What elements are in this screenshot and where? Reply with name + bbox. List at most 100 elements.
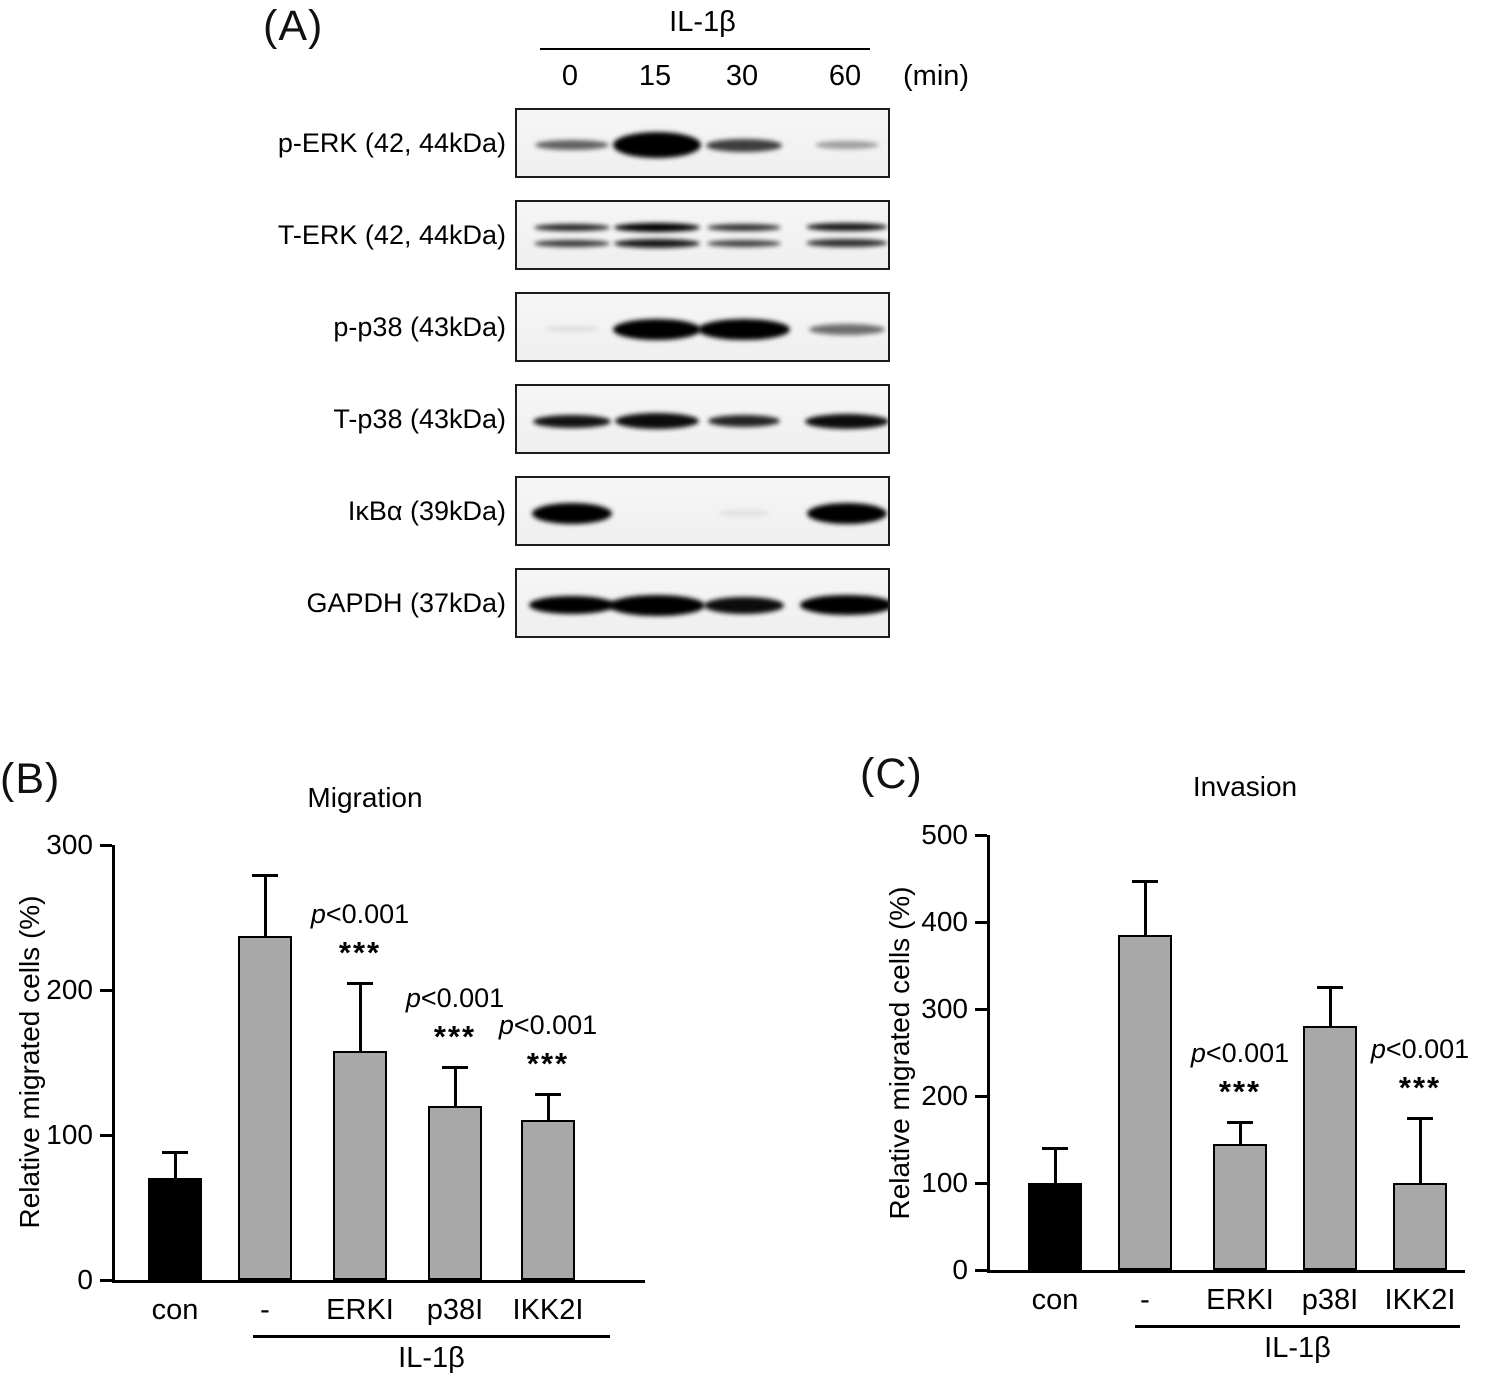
treatment-underline xyxy=(540,48,870,50)
y-tick-mark xyxy=(975,834,987,837)
y-tick-mark xyxy=(975,1182,987,1185)
error-bar xyxy=(453,1067,457,1108)
blot-band xyxy=(706,138,782,152)
timepoint-label: 0 xyxy=(561,60,579,92)
y-tick-mark xyxy=(100,844,112,847)
blot-band xyxy=(704,596,784,614)
significance-p-value: p<0.001 xyxy=(1190,1038,1290,1068)
x-category-label: - xyxy=(260,1294,270,1326)
blot-band xyxy=(707,239,781,247)
error-bar-cap xyxy=(347,982,373,985)
bar xyxy=(428,1106,482,1280)
blot-band xyxy=(535,140,609,150)
bar xyxy=(1303,1026,1357,1270)
y-axis-line xyxy=(112,845,115,1283)
y-tick-label: 0 xyxy=(77,1264,93,1295)
error-bar xyxy=(173,1152,177,1180)
blot-row: p-ERK (42, 44kDa) xyxy=(260,108,1000,178)
blot-image xyxy=(515,384,890,454)
bar xyxy=(1213,1144,1267,1270)
y-axis-line xyxy=(987,835,990,1273)
significance-stars: *** xyxy=(433,1019,477,1054)
blot-band xyxy=(533,414,611,428)
x-category-label: con xyxy=(1031,1284,1079,1316)
y-tick-label: 400 xyxy=(921,906,968,937)
blot-label: p-p38 (43kDa) xyxy=(333,311,506,342)
treatment-group-label: IL-1β xyxy=(398,1342,465,1374)
error-bar-cap xyxy=(162,1151,188,1154)
blot-band xyxy=(614,222,700,232)
blot-band xyxy=(807,502,887,524)
y-axis-label: Relative migrated cells (%) xyxy=(14,895,45,1229)
blot-band xyxy=(707,223,781,231)
blot-image xyxy=(515,292,890,362)
blot-band xyxy=(815,141,879,149)
y-axis-label: Relative migrated cells (%) xyxy=(884,886,915,1220)
panel-c-label: (C) xyxy=(860,750,923,798)
error-bar xyxy=(263,875,267,938)
timepoint-label: 15 xyxy=(638,60,672,92)
bar xyxy=(148,1178,202,1280)
blot-image xyxy=(515,568,890,638)
y-tick-label: 0 xyxy=(952,1254,968,1285)
blot-row: p-p38 (43kDa) xyxy=(260,292,1000,362)
significance-p-value: p<0.001 xyxy=(498,1010,598,1040)
significance-p-value: p<0.001 xyxy=(310,899,410,929)
error-bar-cap xyxy=(1042,1147,1068,1150)
blot-row: T-ERK (42, 44kDa) xyxy=(260,200,1000,270)
blot-band xyxy=(806,223,888,231)
chart-title-migration: Migration xyxy=(307,782,423,813)
y-tick-mark xyxy=(100,1279,112,1282)
y-tick-label: 300 xyxy=(46,829,93,860)
panel-b-chart: (B) Migration Relative migrated cells (%… xyxy=(0,750,720,1378)
x-category-label: ERKI xyxy=(326,1294,394,1326)
y-tick-mark xyxy=(100,1134,112,1137)
y-tick-label: 100 xyxy=(46,1119,93,1150)
y-tick-label: 200 xyxy=(46,974,93,1005)
error-bar xyxy=(1328,987,1332,1028)
error-bar xyxy=(1143,881,1147,937)
significance-stars: *** xyxy=(1398,1070,1442,1105)
error-bar-cap xyxy=(1227,1121,1253,1124)
blot-label: T-ERK (42, 44kDa) xyxy=(277,219,506,250)
y-tick-mark xyxy=(975,1095,987,1098)
significance-p-value: p<0.001 xyxy=(405,983,505,1013)
y-tick-label: 200 xyxy=(921,1080,968,1111)
blot-band xyxy=(806,239,888,247)
error-bar xyxy=(1053,1148,1057,1185)
blot-band xyxy=(613,318,701,340)
error-bar-cap xyxy=(535,1093,561,1096)
blot-band xyxy=(613,132,701,158)
blot-band xyxy=(534,223,610,231)
blot-band xyxy=(544,326,600,332)
time-unit-label: (min) xyxy=(903,60,970,92)
blot-band xyxy=(800,595,888,615)
timepoint-label: 60 xyxy=(828,60,862,92)
blot-image xyxy=(515,200,890,270)
bar xyxy=(1028,1183,1082,1270)
x-category-label: IKK2I xyxy=(1384,1284,1456,1316)
significance-p-value: p<0.001 xyxy=(1370,1034,1470,1064)
y-tick-label: 500 xyxy=(921,819,968,850)
blot-label: p-ERK (42, 44kDa) xyxy=(277,127,506,158)
treatment-group-label: IL-1β xyxy=(1264,1332,1331,1364)
bar xyxy=(1118,935,1172,1270)
error-bar-cap xyxy=(1317,986,1343,989)
bar xyxy=(333,1051,387,1280)
blot-image xyxy=(515,476,890,546)
blot-band xyxy=(534,239,610,247)
y-tick-mark xyxy=(975,1008,987,1011)
significance-stars: *** xyxy=(338,935,382,970)
chart-title-invasion: Invasion xyxy=(1192,771,1298,802)
timepoint-label: 30 xyxy=(725,60,759,92)
error-bar-cap xyxy=(1132,880,1158,883)
bar xyxy=(1393,1183,1447,1270)
blot-band xyxy=(805,413,888,429)
panel-b-label: (B) xyxy=(0,755,61,803)
blot-band xyxy=(614,238,700,248)
x-category-label: - xyxy=(1140,1284,1150,1316)
y-tick-label: 300 xyxy=(921,993,968,1024)
y-tick-label: 100 xyxy=(921,1167,968,1198)
x-category-label: p38I xyxy=(1301,1284,1359,1316)
blot-band xyxy=(698,318,790,340)
